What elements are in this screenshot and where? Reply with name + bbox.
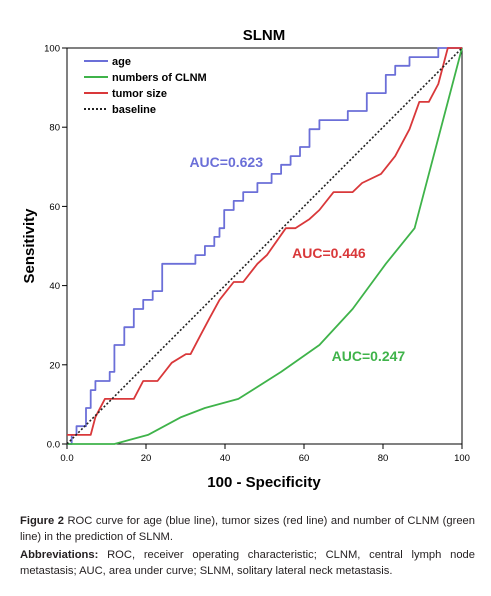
auc-annotation: AUC=0.247 bbox=[332, 348, 406, 364]
caption-abbrev-text: ROC, receiver operating characteristic; … bbox=[20, 549, 475, 577]
x-tick-label: 40 bbox=[220, 453, 231, 464]
y-tick-label: 40 bbox=[49, 281, 60, 292]
caption-figure-label: Figure 2 bbox=[20, 515, 64, 527]
x-tick-label: 60 bbox=[299, 453, 310, 464]
series-line-baseline bbox=[66, 47, 463, 445]
chart-title: SLNM bbox=[243, 27, 286, 44]
legend-label-numbers-of-clnm: numbers of CLNM bbox=[112, 72, 207, 84]
series-line-tumor-size bbox=[67, 47, 462, 436]
figure-caption: Figure 2 ROC curve for age (blue line), … bbox=[20, 513, 475, 581]
auc-annotation: AUC=0.623 bbox=[189, 154, 263, 170]
series-line-numbers-of-clnm bbox=[67, 47, 463, 445]
legend-box bbox=[80, 55, 228, 117]
x-axis-label: 100 - Specificity bbox=[207, 474, 321, 491]
y-tick-label: 20 bbox=[49, 360, 60, 371]
legend-label-age: age bbox=[112, 56, 131, 68]
legend-label-baseline: baseline bbox=[112, 104, 156, 116]
x-tick-label: 80 bbox=[378, 453, 389, 464]
caption-abbrev-label: Abbreviations: bbox=[20, 549, 99, 561]
legend-label-tumor-size: tumor size bbox=[112, 88, 167, 100]
y-tick-label: 60 bbox=[49, 202, 60, 213]
y-tick-label: 0.0 bbox=[47, 440, 60, 451]
roc-chart: 0.0 20 40 60 80 100 0.0 20 40 60 80 100 AUC=0.623 AUC… bbox=[21, 27, 470, 491]
y-tick-label: 100 bbox=[44, 44, 60, 55]
x-tick-label: 100 bbox=[454, 453, 470, 464]
caption-figure-text: ROC curve for age (blue line), tumor siz… bbox=[20, 515, 475, 543]
caption-abbreviations-paragraph: Abbreviations: ROC, receiver operating c… bbox=[20, 547, 475, 579]
roc-figure: 0.0 20 40 60 80 100 0.0 20 40 60 80 100 AUC=0.623 AUC… bbox=[21, 27, 470, 491]
series-line-age bbox=[67, 47, 462, 445]
y-axis-label: Sensitivity bbox=[21, 208, 38, 284]
y-tick-label: 80 bbox=[49, 123, 60, 134]
auc-annotation: AUC=0.446 bbox=[292, 245, 366, 261]
x-tick-label: 20 bbox=[141, 453, 152, 464]
caption-figure-paragraph: Figure 2 ROC curve for age (blue line), … bbox=[20, 513, 475, 545]
plot-frame bbox=[66, 47, 463, 445]
x-tick-label: 0.0 bbox=[60, 453, 73, 464]
